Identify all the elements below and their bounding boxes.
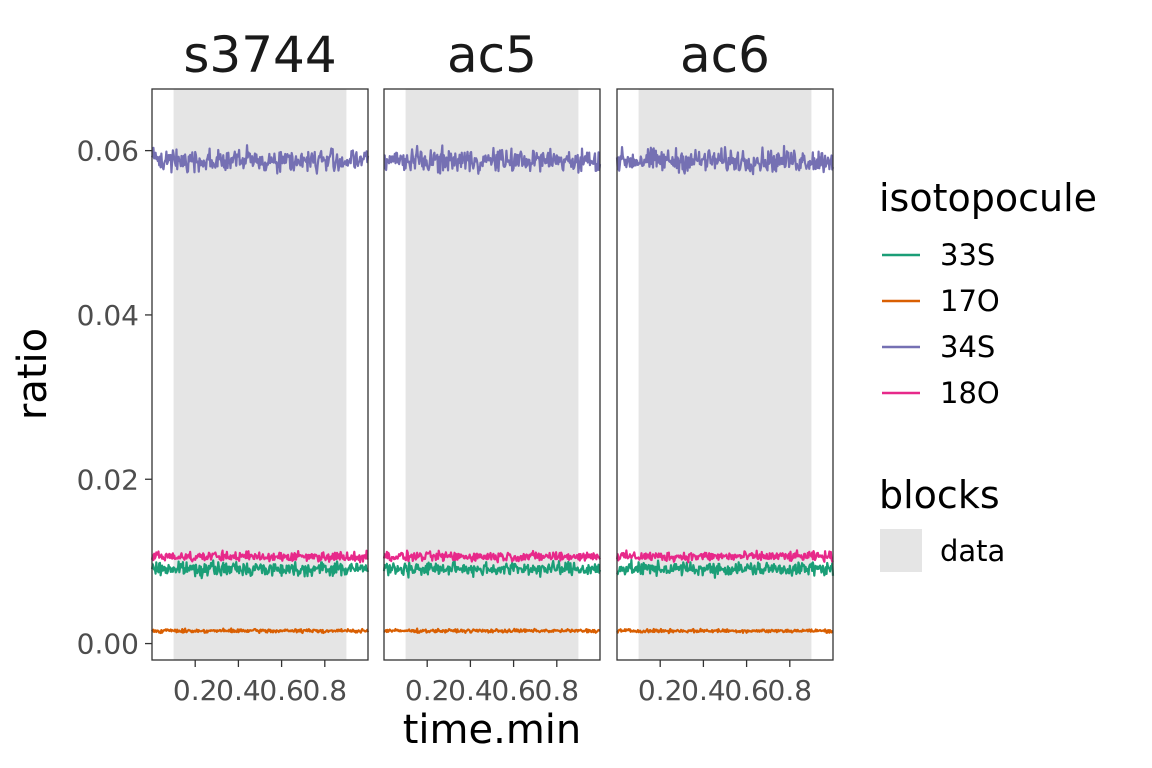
series-line-18O [150, 549, 369, 564]
y-tick-label: 0.06 [77, 135, 139, 168]
panel-border [151, 88, 369, 661]
series-line-33S [616, 558, 835, 579]
legend-label-data: data [940, 534, 1005, 568]
legend: isotopocule 33S 17O 34S 18O blocks data [879, 176, 1097, 572]
legend-title-blocks: blocks [879, 473, 1000, 517]
facet-title: s3744 [183, 26, 336, 84]
legend-label: 18O [940, 376, 1000, 410]
x-tick-label: 0.4 [216, 674, 261, 707]
series-line-18O [382, 549, 601, 564]
series-line-17O [151, 627, 370, 635]
legend-item-33S: 33S [882, 238, 995, 272]
block-data-region [638, 89, 812, 660]
x-tick-label: 0.8 [535, 674, 580, 707]
legend-label: 17O [940, 284, 1000, 318]
series-line-34S [615, 144, 835, 176]
facet-ac6: ac6 0.20.40.60.8 [615, 26, 835, 707]
panel-border [616, 88, 834, 661]
x-tick-label: 0.4 [448, 674, 493, 707]
series-line-33S [382, 558, 602, 579]
y-tick-label: 0.00 [77, 628, 139, 661]
x-tick-label: 0.6 [491, 674, 536, 707]
x-tick-label: 0.8 [768, 674, 813, 707]
legend-key-data [880, 529, 922, 572]
y-tick-label: 0.02 [77, 463, 139, 496]
block-data-region [405, 89, 579, 660]
facet-panels: s37440.20.40.60.8ac50.20.40.60.8ac60.20.… [150, 26, 835, 707]
series-line-33S [150, 559, 370, 580]
y-axis: 0.00 0.02 0.04 0.06 [77, 135, 152, 661]
legend-item-18O: 18O [882, 376, 1000, 410]
series-line-17O [383, 627, 601, 634]
x-axis-title: time.min [403, 707, 582, 753]
series-line-17O [616, 627, 834, 635]
legend-label: 34S [940, 330, 995, 364]
facet-title: ac6 [680, 26, 770, 84]
legend-item-17O: 17O [882, 284, 1000, 318]
panel-border [383, 88, 601, 661]
x-tick-label: 0.2 [638, 674, 683, 707]
x-tick-label: 0.2 [405, 674, 450, 707]
series-line-34S [150, 144, 370, 175]
x-tick-label: 0.6 [724, 674, 769, 707]
legend-item-34S: 34S [882, 330, 995, 364]
facet-s3744: s3744 0.20.40.60.8 [150, 26, 370, 707]
x-tick-label: 0.8 [303, 674, 348, 707]
y-axis-title: ratio [10, 328, 56, 420]
series-line-34S [383, 144, 602, 175]
legend-title-isotopocule: isotopocule [879, 176, 1097, 220]
series-line-18O [615, 549, 834, 564]
y-tick-label: 0.04 [77, 299, 139, 332]
facet-ac5: ac5 0.20.40.60.8 [382, 26, 602, 707]
legend-label: 33S [940, 238, 995, 272]
x-tick-label: 0.2 [173, 674, 218, 707]
x-tick-label: 0.4 [681, 674, 726, 707]
x-tick-label: 0.6 [259, 674, 304, 707]
facet-title: ac5 [447, 26, 537, 84]
